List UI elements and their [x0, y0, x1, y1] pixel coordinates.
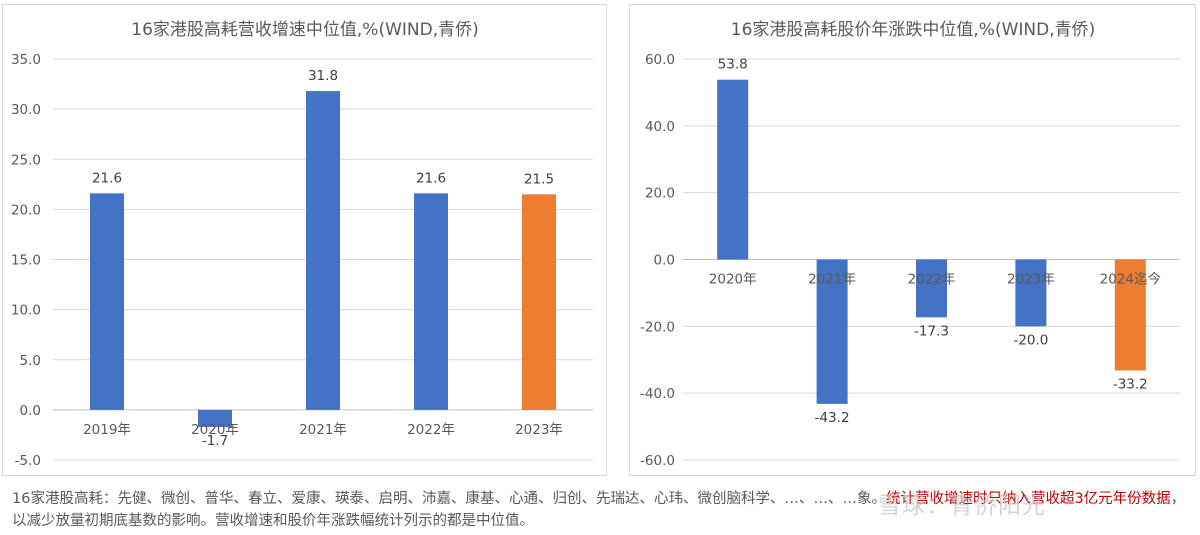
bar: [414, 193, 448, 410]
data-label: 31.8: [308, 68, 338, 84]
data-label: -1.7: [202, 433, 228, 449]
revenue-growth-chart: 16家港股高耗营收增速中位值,%(WIND,青侨) -5.0 0.0 5.0 10.0 1…: [2, 4, 607, 476]
data-label: -33.2: [1113, 376, 1148, 392]
y-tick-label: 40.0: [645, 119, 675, 135]
x-category-label: 2019年: [83, 422, 131, 438]
y-tick-label: -40.0: [640, 386, 675, 402]
y-tick-label: -5.0: [15, 453, 41, 469]
footnote: 16家港股高耗：先健、微创、普华、春立、爱康、瑛泰、启明、沛嘉、康基、心通、归创…: [12, 488, 1192, 532]
data-label: 21.6: [92, 170, 122, 186]
footnote-remark: ，以减少放量初期底基数的影响。营收增速和股价年涨跌幅统计列示的都是中位值。: [12, 491, 1186, 529]
y-tick-label: 20.0: [645, 186, 675, 202]
x-category-label: 2021年: [808, 272, 856, 288]
revenue-growth-chart-svg: 16家港股高耗营收增速中位值,%(WIND,青侨) -5.0 0.0 5.0 10.0 1…: [11, 20, 593, 469]
chart-title: 16家港股高耗股价年涨跌中位值,%(WIND,青侨): [731, 20, 1096, 40]
y-tick-label: 20.0: [11, 202, 41, 218]
data-label: 21.5: [524, 171, 554, 187]
bar: [1015, 259, 1047, 327]
y-tick-label: -60.0: [640, 453, 675, 469]
data-label: 53.8: [718, 57, 748, 73]
bar: [522, 194, 556, 410]
x-category-label: 2024迄今: [1100, 272, 1162, 288]
bar: [306, 91, 340, 410]
bar: [90, 193, 124, 410]
data-label: -20.0: [1013, 332, 1048, 348]
stock-price-change-chart: 16家港股高耗股价年涨跌中位值,%(WIND,青侨) -60.0 -40.0 -20.…: [629, 4, 1196, 476]
x-category-label: 2020年: [709, 272, 757, 288]
footnote-company-list: 16家港股高耗：先健、微创、普华、春立、爱康、瑛泰、启明、沛嘉、康基、心通、归创…: [12, 491, 886, 507]
bar: [1114, 259, 1146, 371]
data-label: -17.3: [914, 323, 949, 339]
y-tick-label: 5.0: [20, 353, 41, 369]
watermark: 雪球：青侨阳光: [878, 493, 1046, 519]
x-category-label: 2023年: [515, 422, 563, 438]
y-tick-label: 35.0: [11, 52, 41, 68]
y-tick-label: 0.0: [20, 403, 41, 419]
data-label: -43.2: [815, 410, 850, 426]
bar: [916, 259, 947, 318]
bar: [816, 259, 848, 404]
x-category-label: 2020年: [191, 422, 239, 438]
y-tick-label: 60.0: [645, 52, 675, 68]
x-category-label: 2022年: [407, 422, 455, 438]
x-category-label: 2023年: [1007, 272, 1055, 288]
bar: [717, 79, 749, 260]
x-category-label: 2021年: [299, 422, 347, 438]
data-label: 21.6: [416, 170, 446, 186]
bar: [198, 409, 232, 427]
y-tick-label: 10.0: [11, 303, 41, 319]
y-tick-label: 30.0: [11, 102, 41, 118]
stock-price-change-chart-svg: 16家港股高耗股价年涨跌中位值,%(WIND,青侨) -60.0 -40.0 -20.…: [640, 20, 1180, 469]
footnote-highlight: 统计营收增速时只纳入营收超3亿元年份数据: [885, 491, 1171, 507]
y-tick-label: -20.0: [640, 319, 675, 335]
chart-title: 16家港股高耗营收增速中位值,%(WIND,青侨): [131, 20, 479, 40]
x-category-label: 2022年: [908, 272, 956, 288]
y-tick-label: 25.0: [11, 152, 41, 168]
y-tick-label: 0.0: [654, 253, 675, 269]
y-tick-label: 15.0: [11, 253, 41, 269]
